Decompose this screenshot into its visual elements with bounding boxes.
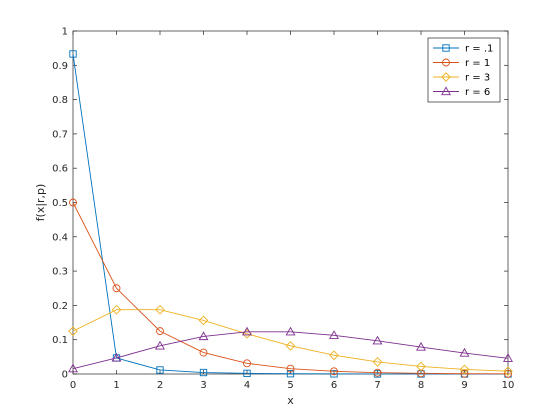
legend-entry: r = 6: [433, 86, 490, 98]
data-point: [330, 367, 338, 376]
data-point: [504, 369, 512, 378]
data-point: [69, 198, 77, 207]
data-point: [285, 326, 296, 336]
y-tick-label: 0.5: [52, 198, 68, 209]
x-tick-label: 5: [287, 380, 293, 391]
legend-marker: [441, 72, 451, 82]
y-tick-label: 0.7: [52, 129, 68, 140]
x-tick-label: 4: [244, 380, 250, 391]
x-tick-label: 3: [200, 380, 206, 391]
y-tick-label: 0.8: [52, 95, 68, 106]
legend-entry: r = .1: [433, 44, 493, 55]
series-1: [69, 50, 512, 378]
data-point: [329, 350, 339, 361]
data-point: [198, 315, 209, 326]
data-point: [199, 348, 208, 357]
series-4: [68, 326, 513, 373]
x-tick-label: 1: [113, 380, 119, 391]
data-point: [329, 330, 339, 339]
data-point: [69, 50, 77, 58]
data-point: [198, 331, 209, 341]
y-axis: 0 0.1 0.2 0.3 0.4 0.5 0.6 0.7 0.8 0.9 1: [52, 27, 508, 381]
data-point: [286, 364, 295, 373]
x-tick-label: 9: [461, 380, 467, 391]
legend-marker: [442, 44, 450, 52]
series-2: [69, 198, 512, 378]
data-point: [199, 368, 208, 377]
data-point: [460, 369, 469, 378]
y-tick-label: 0.2: [52, 301, 68, 312]
y-tick-label: 0.6: [52, 164, 68, 175]
data-point: [286, 370, 295, 378]
data-point: [68, 326, 78, 336]
y-tick-label: 0.4: [52, 232, 68, 243]
data-point: [242, 326, 252, 336]
x-tick-label: 0: [70, 380, 76, 391]
data-point: [416, 361, 426, 372]
y-tick-label: 1: [62, 27, 68, 38]
data-point: [285, 341, 296, 351]
data-point: [243, 359, 251, 368]
legend-entry: r = 3: [433, 72, 490, 84]
data-point: [373, 368, 382, 377]
x-axis-label: x: [287, 394, 294, 407]
data-point: [111, 304, 122, 315]
legend-marker: [442, 58, 450, 67]
x-tick-label: 2: [157, 380, 163, 391]
data-point: [155, 304, 165, 315]
y-tick-label: 0: [62, 370, 68, 381]
series-line: [72, 202, 509, 375]
data-point: [330, 370, 338, 378]
series-line: [72, 309, 509, 372]
data-point: [111, 352, 122, 362]
data-point: [156, 327, 164, 336]
legend-label: r = 3: [465, 73, 490, 84]
legend-label: r = 1: [465, 58, 490, 69]
y-tick-label: 0.9: [52, 61, 68, 72]
data-point: [243, 369, 251, 377]
y-tick-label: 0.3: [52, 267, 68, 278]
series-layer: [68, 50, 513, 378]
x-tick-label: 10: [502, 380, 515, 391]
data-point: [155, 340, 165, 350]
data-point: [459, 364, 470, 375]
x-tick-label: 7: [374, 380, 380, 391]
legend-marker: [441, 86, 451, 96]
data-point: [372, 357, 383, 367]
legend-label: r = 6: [465, 87, 490, 98]
data-point: [416, 341, 426, 351]
data-point: [503, 366, 513, 377]
data-point: [68, 363, 78, 373]
data-point: [417, 369, 425, 378]
y-tick-label: 0.1: [52, 335, 68, 346]
legend-entry: r = 1: [433, 58, 490, 69]
series-3: [68, 304, 513, 377]
y-axis-label: f(x|r,p): [34, 184, 47, 222]
data-point: [112, 284, 121, 293]
data-point: [372, 335, 383, 345]
x-tick-label: 8: [418, 380, 424, 391]
data-point: [503, 353, 513, 362]
series-line: [72, 53, 509, 375]
series-line: [72, 331, 509, 370]
legend-label: r = .1: [465, 44, 493, 55]
data-point: [459, 347, 470, 357]
data-point: [156, 366, 164, 374]
legend: r = .1 r = 1 r = 3 r = 6: [427, 37, 501, 103]
x-axis: 0 1 2 3 4 5 6 7 8 9 10: [70, 31, 515, 391]
x-tick-label: 6: [331, 380, 337, 391]
